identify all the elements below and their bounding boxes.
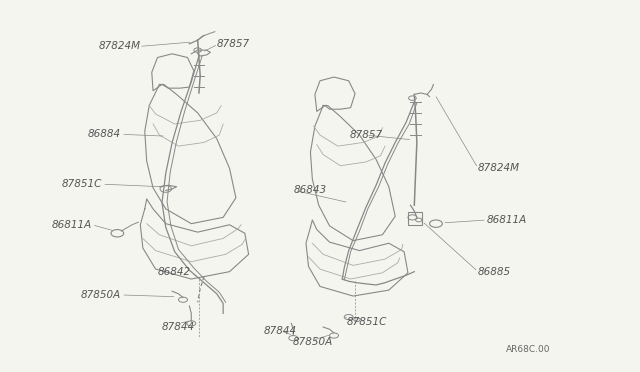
Text: 87824M: 87824M xyxy=(98,41,140,51)
Text: 86811A: 86811A xyxy=(487,215,527,225)
Text: 87824M: 87824M xyxy=(478,163,520,173)
Text: 86885: 86885 xyxy=(478,267,511,277)
Text: 87851C: 87851C xyxy=(61,179,102,189)
Bar xyxy=(408,212,422,225)
Text: 87857: 87857 xyxy=(349,130,383,140)
Text: 87844: 87844 xyxy=(162,322,195,332)
Text: 87851C: 87851C xyxy=(347,317,387,327)
Text: 87850A: 87850A xyxy=(81,290,121,300)
Text: 87844: 87844 xyxy=(264,326,297,336)
Text: 86843: 86843 xyxy=(293,185,326,195)
Text: 86842: 86842 xyxy=(158,267,191,277)
Text: 87850A: 87850A xyxy=(292,337,332,347)
Text: 86811A: 86811A xyxy=(52,220,92,230)
Text: 86884: 86884 xyxy=(88,129,121,139)
Text: AR68C.00: AR68C.00 xyxy=(506,345,550,354)
Text: 87857: 87857 xyxy=(217,39,250,49)
